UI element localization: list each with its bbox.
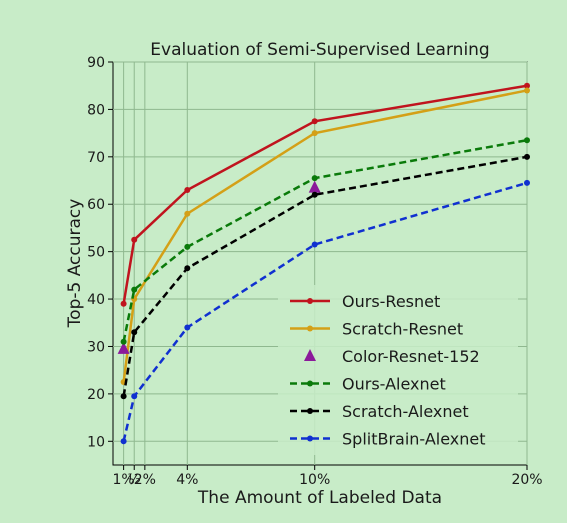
x-tick-label: 4% [176, 472, 198, 488]
y-tick-label: 10 [87, 434, 105, 450]
series-color-resnet-152 [117, 180, 321, 354]
data-point [524, 137, 530, 144]
legend-label: Scratch-Resnet [342, 320, 463, 339]
data-point [311, 175, 318, 182]
data-point [524, 87, 530, 94]
data-point [131, 393, 138, 400]
data-point [120, 300, 127, 307]
data-point-triangle [117, 341, 130, 354]
y-tick-label: 90 [87, 55, 105, 71]
data-point [311, 130, 318, 137]
x-tick-label: ½ [127, 472, 141, 488]
legend-label: Color-Resnet-152 [342, 347, 480, 366]
y-tick-label: 70 [87, 150, 105, 166]
data-point [120, 338, 127, 345]
data-point [524, 153, 530, 160]
y-axis-label: Top-5 Accuracy [65, 199, 85, 329]
data-point [184, 243, 191, 250]
legend-label: SplitBrain-Alexnet [342, 430, 486, 449]
data-point [131, 236, 138, 243]
chart-title: Evaluation of Semi-Supervised Learning [150, 40, 489, 60]
legend-marker [307, 408, 313, 414]
legend-label: Ours-Alexnet [342, 375, 446, 394]
y-tick-label: 50 [87, 245, 105, 261]
data-point [120, 438, 127, 445]
x-tick-label: 1% [113, 472, 135, 488]
data-point [131, 329, 138, 336]
x-tick-label: 2% [134, 472, 156, 488]
data-point [311, 191, 318, 198]
axes-layer: 10 20 30 40 50 60 70 80 90 1%½2% 4% 10% 20% [87, 55, 542, 488]
x-axis-label: The Amount of Labeled Data [197, 488, 442, 508]
x-tick-label: 20% [511, 472, 542, 488]
legend-box [278, 285, 518, 455]
data-point [184, 265, 191, 272]
y-tick-label: 80 [87, 102, 105, 118]
legend-label: Ours-Resnet [342, 292, 440, 311]
legend-marker [307, 298, 313, 304]
data-point [184, 324, 191, 331]
legend-marker [304, 349, 316, 361]
legend-marker [307, 325, 313, 332]
data-point [184, 187, 191, 194]
data-point [524, 82, 530, 89]
data-point [131, 286, 138, 293]
series-splitbrain-alexnet [120, 179, 530, 445]
series-ours-resnet [120, 82, 530, 307]
data-point [184, 210, 191, 217]
legend: Ours-Resnet Scratch-Resnet Color-Resnet-15… [278, 285, 518, 455]
data-point [524, 179, 530, 186]
y-tick-label: 40 [87, 292, 105, 308]
y-tick-label: 20 [87, 387, 105, 403]
series-layer [117, 82, 530, 445]
series-ours-alexnet [120, 137, 530, 345]
legend-marker [307, 435, 313, 442]
data-point-triangle [308, 180, 321, 193]
legend-marker [307, 380, 313, 387]
series-scratch-alexnet [120, 153, 530, 400]
data-point [311, 118, 318, 125]
data-point [120, 393, 127, 400]
y-tick-label: 30 [87, 339, 105, 355]
y-tick-label: 60 [87, 197, 105, 213]
legend-label: Scratch-Alexnet [342, 402, 469, 421]
x-tick-label: 10% [299, 472, 330, 488]
data-point [311, 241, 318, 248]
